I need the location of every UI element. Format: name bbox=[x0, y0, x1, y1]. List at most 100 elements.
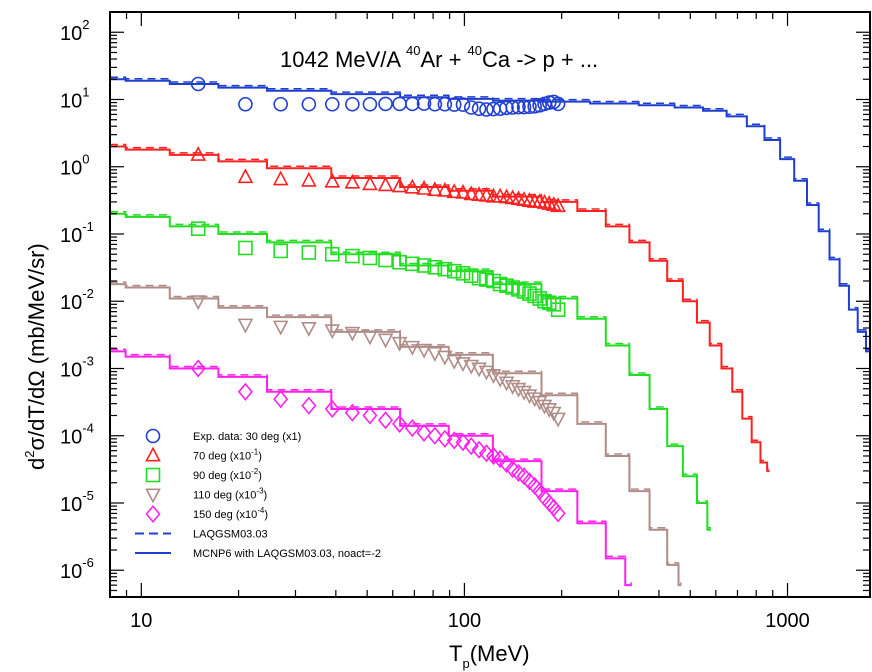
legend-label-5: LAQGSM03.03 bbox=[193, 529, 268, 541]
data-point bbox=[427, 181, 443, 197]
data-point bbox=[377, 333, 394, 349]
data-point bbox=[446, 431, 462, 450]
y-tick-label: 10-1 bbox=[60, 219, 94, 247]
data-point bbox=[437, 96, 453, 112]
data-point bbox=[404, 178, 421, 194]
data-point bbox=[446, 183, 463, 199]
data-point bbox=[471, 101, 487, 116]
legend-label-6: MCNP6 with LAQGSM03.03, noact=-2 bbox=[193, 548, 381, 560]
data-point bbox=[324, 96, 340, 112]
data-point bbox=[463, 437, 479, 456]
data-point bbox=[377, 411, 394, 430]
data-point bbox=[550, 504, 566, 523]
y-tick-label: 100 bbox=[60, 152, 89, 180]
legend-marker-2 bbox=[145, 467, 161, 483]
data-point bbox=[391, 336, 408, 352]
data-point bbox=[455, 433, 471, 452]
laqgsm-curve-0 bbox=[110, 76, 870, 351]
data-point bbox=[498, 454, 515, 474]
data-point bbox=[498, 376, 515, 392]
data-point bbox=[531, 193, 548, 208]
calc-curve-1 bbox=[110, 145, 770, 472]
data-point bbox=[301, 322, 317, 337]
data-point bbox=[527, 288, 542, 304]
calc-curve-2 bbox=[110, 212, 712, 531]
y-axis-title-b: σ/dT/dΩ (mb/MeV/sr) bbox=[24, 243, 49, 450]
data-point bbox=[301, 396, 317, 415]
data-point bbox=[324, 172, 341, 188]
legend-marker-0 bbox=[145, 428, 161, 444]
title-pre: 1042 MeV/A bbox=[280, 47, 406, 72]
data-point bbox=[238, 240, 253, 256]
data-point bbox=[344, 403, 360, 422]
data-point bbox=[516, 99, 532, 115]
data-point bbox=[492, 450, 508, 469]
x-axis-title-sub: p bbox=[462, 656, 469, 671]
data-point bbox=[404, 419, 420, 438]
data-point bbox=[416, 343, 432, 359]
data-point bbox=[526, 392, 543, 408]
data-point bbox=[516, 284, 532, 299]
data-point bbox=[362, 250, 378, 266]
data-point bbox=[541, 493, 557, 513]
x-tick-label: 10 bbox=[130, 610, 152, 632]
data-point bbox=[546, 297, 562, 312]
data-point bbox=[546, 498, 562, 517]
calc-curve-4 bbox=[110, 350, 632, 587]
data-point bbox=[272, 170, 289, 186]
y-axis-title: d2σ/dT/dΩ (mb/MeV/sr) bbox=[22, 243, 49, 470]
data-point bbox=[446, 97, 462, 112]
data-point bbox=[437, 429, 453, 448]
data-point bbox=[344, 173, 361, 189]
y-tick-label: 102 bbox=[60, 17, 89, 45]
data-point bbox=[463, 100, 479, 115]
data-point bbox=[485, 369, 502, 384]
legend-label-1: 70 deg (x10-1) bbox=[193, 448, 262, 463]
y-tick-label: 10-2 bbox=[60, 286, 94, 314]
data-point bbox=[301, 245, 317, 260]
x-tick-labels: 10 100 1000 bbox=[130, 610, 810, 632]
data-point bbox=[541, 195, 558, 210]
y-tick-label: 10-5 bbox=[60, 488, 94, 516]
data-point bbox=[522, 286, 537, 301]
data-point bbox=[378, 252, 393, 268]
data-point bbox=[273, 390, 289, 409]
y-tick-label: 10-3 bbox=[60, 353, 94, 381]
data-point bbox=[471, 270, 487, 286]
data-point bbox=[455, 97, 471, 112]
title-post: Ca -> p + ... bbox=[482, 47, 598, 72]
legend-marker-1 bbox=[145, 446, 161, 462]
data-point bbox=[416, 96, 432, 111]
legend-marker-4 bbox=[145, 504, 161, 524]
data-point bbox=[324, 246, 340, 262]
data-point bbox=[492, 372, 508, 388]
data-point bbox=[550, 302, 566, 317]
legend-label-3: 110 deg (x10-3) bbox=[193, 487, 267, 502]
data-point bbox=[362, 330, 378, 346]
data-point bbox=[190, 146, 207, 161]
data-point bbox=[392, 414, 408, 433]
data-point bbox=[392, 96, 407, 112]
data-point bbox=[344, 326, 361, 342]
data-point bbox=[238, 96, 253, 112]
data-point bbox=[404, 340, 421, 356]
data-point bbox=[522, 99, 537, 115]
data-point bbox=[190, 295, 207, 311]
laqgsm-curve-3 bbox=[110, 281, 682, 584]
x-axis-title-rest: (MeV) bbox=[470, 641, 530, 666]
data-point bbox=[550, 197, 566, 213]
data-point bbox=[427, 426, 443, 445]
data-point bbox=[437, 261, 453, 277]
data-point bbox=[550, 96, 566, 112]
data-point bbox=[527, 99, 542, 114]
data-point bbox=[471, 186, 487, 202]
axis-ticks bbox=[109, 11, 870, 598]
x-axis-title: Tp(MeV) bbox=[449, 641, 530, 671]
data-point bbox=[190, 221, 206, 236]
data-point bbox=[301, 171, 317, 187]
data-point bbox=[301, 96, 317, 112]
data-point bbox=[345, 96, 360, 112]
title-sup-1: 40 bbox=[406, 43, 420, 58]
data-point bbox=[537, 293, 552, 309]
data-point bbox=[532, 291, 547, 306]
